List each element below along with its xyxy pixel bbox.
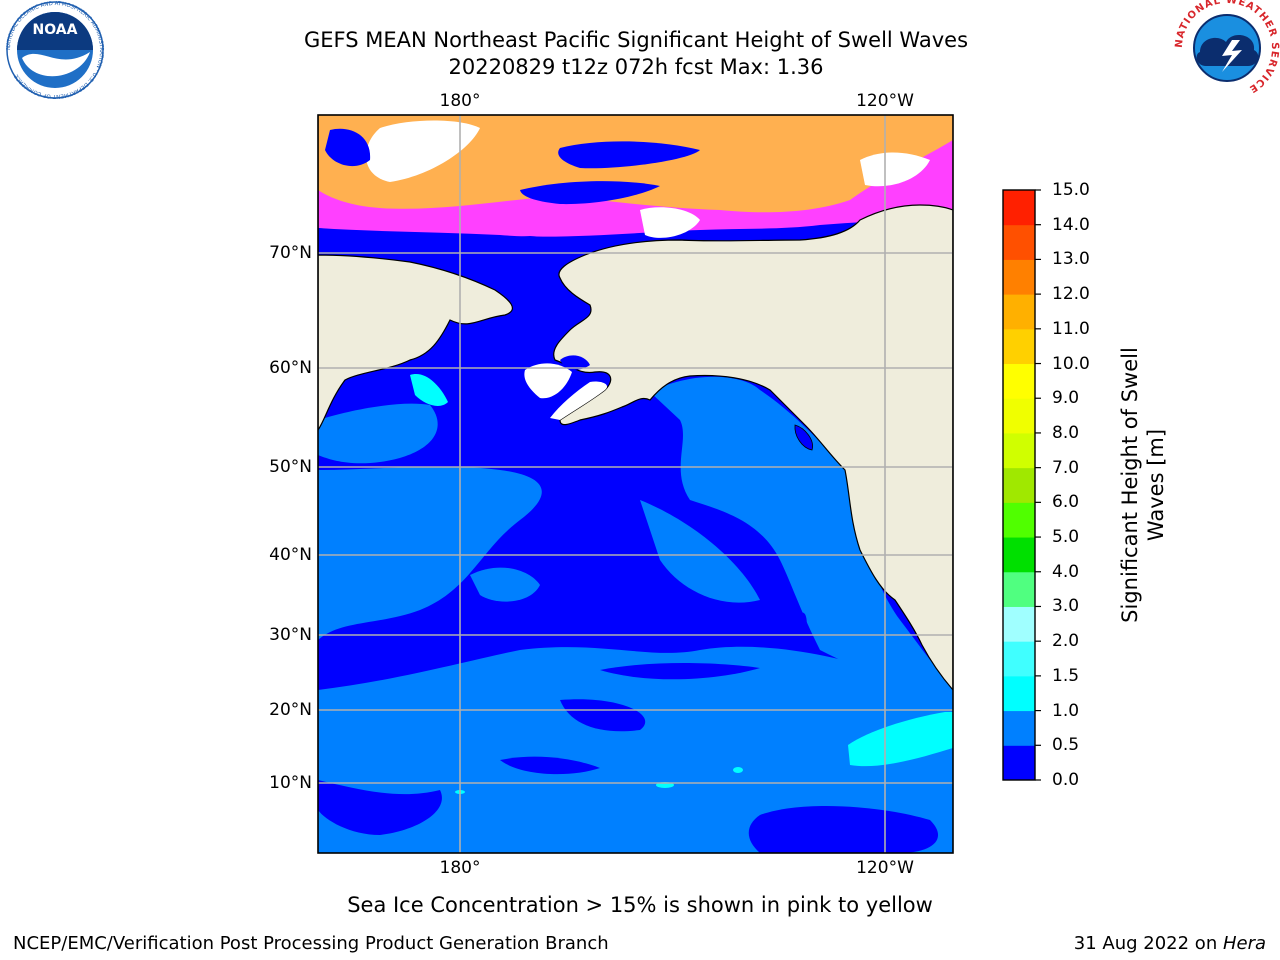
footer-date-text: 31 Aug 2022 on <box>1073 933 1223 954</box>
noaa-logo: NOAA NATIONAL OCEANIC AND ATMOSPHERIC AD… <box>6 1 104 99</box>
colorbar-segment <box>1003 571 1035 607</box>
colorbar-tick-label: 0.0 <box>1052 770 1080 790</box>
colorbar-segment <box>1003 328 1035 365</box>
lat-tick-20n: 20°N <box>269 700 312 720</box>
colorbar-tick-label: 1.0 <box>1052 700 1080 721</box>
noaa-logo-text: NOAA <box>33 22 78 38</box>
colorbar-segment <box>1003 259 1035 295</box>
sea-ice <box>318 115 953 255</box>
map-subtitle: 20220829 t12z 072h fcst Max: 1.36 <box>448 55 824 79</box>
colorbar <box>1003 190 1035 781</box>
colorbar-tick-label: 0.5 <box>1052 735 1080 756</box>
lat-tick-30n: 30°N <box>269 625 312 645</box>
colorbar-tick-label: 13.0 <box>1052 249 1090 270</box>
colorbar-label-line2: Waves [m] <box>1144 428 1168 542</box>
colorbar-tick-label: 3.0 <box>1052 596 1080 617</box>
colorbar-segment <box>1003 745 1035 781</box>
lon-tick-top-180: 180° <box>439 91 481 111</box>
map-title: GEFS MEAN Northeast Pacific Significant … <box>303 28 969 52</box>
colorbar-segment <box>1003 675 1035 712</box>
gridlines <box>318 115 953 853</box>
lat-tick-40n: 40°N <box>269 545 312 565</box>
sea-ice-note: Sea Ice Concentration > 15% is shown in … <box>347 893 933 917</box>
map-frame <box>317 114 954 854</box>
colorbar-segment <box>1003 224 1035 260</box>
colorbar-segment <box>1003 363 1035 399</box>
colorbar-tick-label: 11.0 <box>1052 318 1090 339</box>
colorbar-segment <box>1003 502 1035 538</box>
colorbar-segment <box>1003 606 1035 642</box>
lat-tick-70n: 70°N <box>269 243 312 263</box>
colorbar-tick-label: 8.0 <box>1052 422 1080 443</box>
swell-0.5-1.0-regions <box>318 376 953 853</box>
footer-machine: Hera <box>1222 933 1266 954</box>
lon-tick-bottom-120w: 120°W <box>856 858 914 878</box>
lat-tick-60n: 60°N <box>269 358 312 378</box>
colorbar-segment <box>1003 641 1035 677</box>
map-area <box>318 115 953 853</box>
colorbar-segment <box>1003 537 1035 573</box>
colorbar-segment <box>1003 294 1035 330</box>
colorbar-tick-label: 14.0 <box>1052 214 1090 235</box>
colorbar-frame <box>1002 189 1036 781</box>
colorbar-tick-label: 2.0 <box>1052 631 1080 652</box>
colorbar-segment <box>1003 710 1035 746</box>
colorbar-segment <box>1003 432 1035 469</box>
colorbar-segment <box>1003 398 1035 434</box>
colorbar-tick-label: 9.0 <box>1052 388 1080 409</box>
lat-tick-50n: 50°N <box>269 457 312 477</box>
colorbar-tick-label: 5.0 <box>1052 527 1080 548</box>
nws-logo: NATIONAL WEATHER SERVICE <box>1174 0 1279 96</box>
colorbar-segment <box>1003 467 1035 503</box>
footer-branch: NCEP/EMC/Verification Post Processing Pr… <box>13 933 609 954</box>
footer-date: 31 Aug 2022 on Hera <box>1074 933 1266 955</box>
lon-tick-bottom-180: 180° <box>439 858 481 878</box>
colorbar-tick-label: 15.0 <box>1052 180 1090 200</box>
lat-tick-10n: 10°N <box>269 773 312 793</box>
colorbar-tick-label: 1.5 <box>1052 665 1080 686</box>
swell-low-patches <box>318 612 939 853</box>
colorbar-tick-label: 6.0 <box>1052 492 1080 513</box>
colorbar-segment <box>1003 190 1035 226</box>
colorbar-tick-label: 4.0 <box>1052 561 1080 582</box>
colorbar-label-line1: Significant Height of Swell <box>1118 347 1142 623</box>
lon-tick-top-120w: 120°W <box>856 91 914 111</box>
colorbar-tick-label: 12.0 <box>1052 284 1090 305</box>
colorbar-tick-label: 7.0 <box>1052 457 1080 478</box>
colorbar-tick-label: 10.0 <box>1052 353 1090 374</box>
